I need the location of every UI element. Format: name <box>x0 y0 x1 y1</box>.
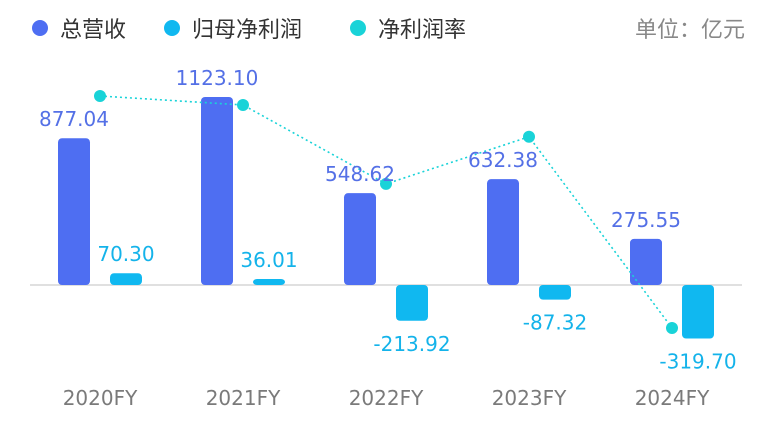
legend-item-net-margin-marker <box>350 20 366 36</box>
x-axis: 2020FY 2021FY 2022FY 2023FY 2024FY <box>63 386 710 410</box>
label-net-profit-2022FY: -213.92 <box>373 332 450 356</box>
legend-item-net-margin-label: 净利润率 <box>378 18 466 43</box>
label-net-profit-2024FY: -319.70 <box>659 350 736 374</box>
bar-net-profit-2021FY <box>253 278 285 285</box>
bar-net-profit-2020FY <box>110 273 142 285</box>
net-margin-line <box>99 95 673 329</box>
bar-net-profit-2024FY <box>682 285 714 339</box>
label-revenue-2024FY: 275.55 <box>611 208 681 232</box>
label-revenue-2021FY: 1123.10 <box>176 66 259 90</box>
net-margin-point-2023FY <box>523 130 535 143</box>
bar-net-profit-2022FY <box>396 285 428 321</box>
net-margin-point-2020FY <box>94 90 106 102</box>
bar-revenue-2022FY <box>344 193 376 285</box>
legend-item-revenue-label: 总营收 <box>60 18 126 43</box>
label-net-profit-2020FY: 70.30 <box>97 242 154 266</box>
legend-item-net-profit-marker <box>164 20 180 36</box>
net-margin-point-2022FY <box>380 177 392 190</box>
legend-item-net-profit-label: 归母净利润 <box>192 18 302 43</box>
bar-revenue-2021FY <box>201 97 233 285</box>
legend-item-revenue-marker <box>32 20 48 36</box>
bar-revenue-2024FY <box>630 238 662 285</box>
label-revenue-2020FY: 877.04 <box>39 107 109 131</box>
bar-group <box>58 97 714 339</box>
label-revenue-2022FY: 548.62 <box>325 162 395 186</box>
x-tick-2024FY: 2024FY <box>635 386 710 410</box>
data-labels: 877.04 70.30 1123.10 36.01 548.62 -213.92 632.… <box>39 66 737 374</box>
line-series <box>94 90 678 334</box>
label-net-profit-2021FY: 36.01 <box>240 248 297 272</box>
x-tick-2023FY: 2023FY <box>492 386 567 410</box>
bar-revenue-2023FY <box>487 179 519 285</box>
bar-revenue-2020FY <box>58 138 90 285</box>
x-tick-2022FY: 2022FY <box>349 386 424 410</box>
x-tick-2020FY: 2020FY <box>63 386 138 410</box>
net-margin-point-2024FY <box>666 322 678 334</box>
unit-label: 单位：亿元 <box>635 18 745 43</box>
net-margin-point-2021FY <box>237 98 249 111</box>
label-revenue-2023FY: 632.38 <box>468 148 538 172</box>
bar-net-profit-2023FY <box>539 285 571 300</box>
x-tick-2021FY: 2021FY <box>206 386 281 410</box>
legend: 总营收 归母净利润 净利润率 <box>32 18 466 43</box>
label-net-profit-2023FY: -87.32 <box>523 311 587 335</box>
